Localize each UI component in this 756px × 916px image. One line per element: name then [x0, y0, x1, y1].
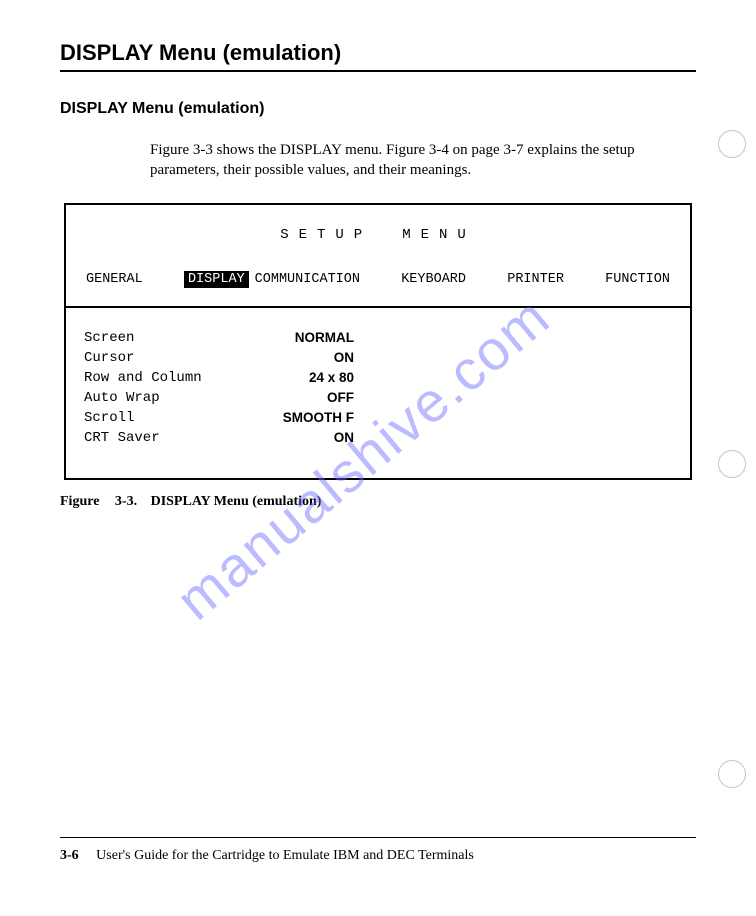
param-label: CRT Saver: [84, 430, 264, 446]
footer: 3-6 User's Guide for the Cartridge to Em…: [60, 848, 474, 864]
param-row: Cursor ON: [84, 350, 672, 366]
param-row: CRT Saver ON: [84, 430, 672, 446]
param-value: NORMAL: [264, 330, 354, 346]
tab-group-display-comm: DISPLAY COMMUNICATION: [184, 271, 360, 288]
tab-general: GENERAL: [86, 272, 143, 287]
header-rule: [60, 70, 696, 72]
param-value: 24 x 80: [264, 370, 354, 386]
footer-rule: [60, 837, 696, 838]
tab-function: FUNCTION: [605, 272, 670, 287]
setup-banner: SETUP MENU: [84, 227, 672, 243]
section-title: DISPLAY Menu (emulation): [60, 100, 696, 118]
param-row: Auto Wrap OFF: [84, 390, 672, 406]
caption-text: DISPLAY Menu (emulation): [151, 494, 322, 509]
setup-banner-left: SETUP: [280, 227, 372, 243]
setup-menu-box: SETUP MENU GENERAL DISPLAY COMMUNICATION …: [64, 203, 692, 480]
binder-hole-icon: [718, 450, 746, 478]
param-value: ON: [264, 350, 354, 366]
setup-menu-header: SETUP MENU GENERAL DISPLAY COMMUNICATION …: [66, 205, 690, 308]
param-value: OFF: [264, 390, 354, 406]
figure-caption: Figure 3-3. DISPLAY Menu (emulation): [60, 494, 696, 510]
document-page: DISPLAY Menu (emulation) DISPLAY Menu (e…: [0, 0, 756, 916]
tab-display-selected: DISPLAY: [184, 271, 249, 288]
binder-hole-icon: [718, 130, 746, 158]
tabs-row: GENERAL DISPLAY COMMUNICATION KEYBOARD P…: [84, 271, 672, 288]
param-label: Cursor: [84, 350, 264, 366]
param-label: Row and Column: [84, 370, 264, 386]
tab-printer: PRINTER: [507, 272, 564, 287]
param-label: Auto Wrap: [84, 390, 264, 406]
param-row: Screen NORMAL: [84, 330, 672, 346]
param-value: SMOOTH F: [264, 410, 354, 426]
caption-number: 3-3.: [115, 494, 137, 509]
intro-paragraph: Figure 3-3 shows the DISPLAY menu. Figur…: [150, 140, 666, 181]
tab-keyboard: KEYBOARD: [401, 272, 466, 287]
param-value: ON: [264, 430, 354, 446]
param-row: Row and Column 24 x 80: [84, 370, 672, 386]
setup-banner-right: MENU: [402, 227, 476, 243]
param-label: Screen: [84, 330, 264, 346]
param-label: Scroll: [84, 410, 264, 426]
page-header-title: DISPLAY Menu (emulation): [60, 40, 696, 66]
binder-hole-icon: [718, 760, 746, 788]
caption-lead: Figure: [60, 494, 99, 509]
setup-menu-body: Screen NORMAL Cursor ON Row and Column 2…: [66, 308, 690, 478]
param-row: Scroll SMOOTH F: [84, 410, 672, 426]
footer-book-title: User's Guide for the Cartridge to Emulat…: [96, 848, 474, 863]
tab-communication: COMMUNICATION: [255, 272, 360, 287]
page-number: 3-6: [60, 848, 79, 863]
